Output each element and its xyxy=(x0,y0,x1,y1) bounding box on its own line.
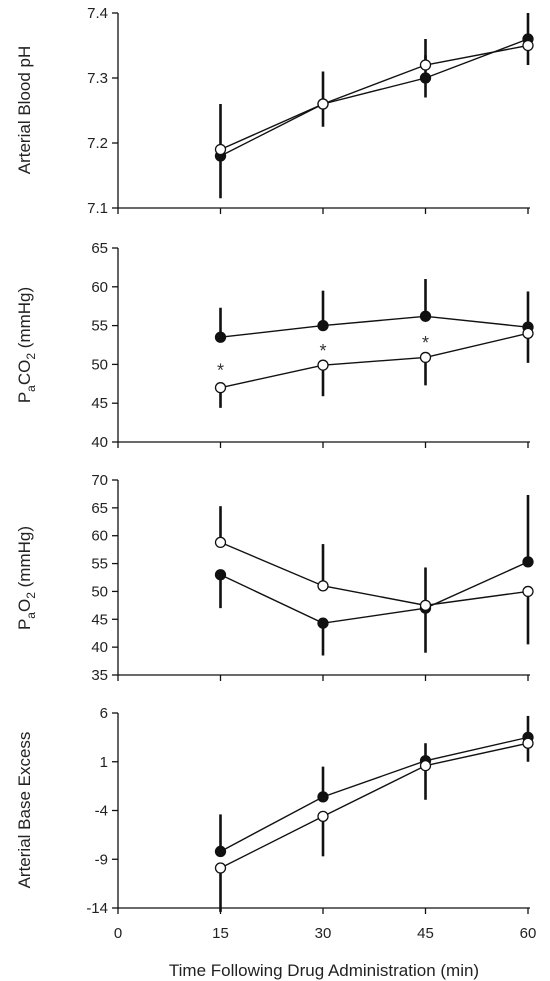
y-tick-label: 60 xyxy=(91,279,108,296)
y-axis-label: Arterial Blood pH xyxy=(15,46,34,175)
y-tick-label: 7.1 xyxy=(87,200,108,217)
data-point-open xyxy=(419,59,432,71)
y-tick-label: -14 xyxy=(86,900,108,917)
series-line-open xyxy=(220,332,529,389)
y-label-part: CO xyxy=(15,360,34,386)
y-tick-label: 45 xyxy=(91,611,108,628)
y-label-part: a xyxy=(24,612,38,619)
panel-paco2: 40 45 50 55 60 65 PaCO2 (mmHg) * * * xyxy=(15,240,534,451)
y-label-part: 2 xyxy=(24,353,38,360)
y-tick-label: -9 xyxy=(95,851,108,868)
y-label-part: (mmHg) xyxy=(15,287,34,353)
data-point-open xyxy=(214,862,227,874)
data-point-open xyxy=(522,585,534,598)
data-point-open xyxy=(214,536,227,549)
y-label-part: 2 xyxy=(24,592,38,599)
data-point-open xyxy=(214,382,227,394)
data-point-filled xyxy=(317,791,329,803)
significance-marker: * xyxy=(422,333,429,353)
y-tick-label: 50 xyxy=(91,583,108,600)
y-axis-label: Arterial Base Excess xyxy=(15,732,34,889)
data-point-open xyxy=(214,143,227,156)
data-point-filled xyxy=(214,331,227,343)
y-axis-label: PaO2 (mmHg) xyxy=(15,526,38,630)
series-line-filled xyxy=(220,38,529,157)
significance-marker: * xyxy=(217,360,224,380)
series-line-filled xyxy=(220,315,529,338)
data-point-open xyxy=(522,39,534,52)
data-point-open xyxy=(317,98,329,110)
y-tick-label: 40 xyxy=(91,639,108,656)
data-point-filled xyxy=(317,617,329,629)
y-axis-label: PaCO2 (mmHg) xyxy=(15,287,38,403)
y-label-part: (mmHg) xyxy=(15,526,34,592)
panel-ph: 7.1 7.2 7.3 7.4 Arterial Blood pH xyxy=(15,5,534,217)
y-tick-label: 50 xyxy=(91,356,108,373)
y-tick-label: 55 xyxy=(91,556,108,573)
data-point-open xyxy=(419,599,432,612)
data-point-filled xyxy=(214,845,227,858)
panel-be: -14 -9 -4 1 6 Arterial Base Excess 0 15 30 45 60 Ti… xyxy=(15,705,536,980)
data-point-open xyxy=(419,351,432,364)
data-point-open xyxy=(522,327,534,340)
y-tick-label: 45 xyxy=(91,395,108,412)
series-line-open xyxy=(220,44,529,151)
data-point-open xyxy=(317,580,329,592)
y-tick-label: 35 xyxy=(91,667,108,684)
y-tick-label: 7.4 xyxy=(87,5,108,22)
x-tick-label: 15 xyxy=(212,925,229,942)
data-point-filled xyxy=(214,569,227,581)
data-point-filled xyxy=(522,556,534,568)
y-tick-label: 65 xyxy=(91,500,108,517)
data-point-filled xyxy=(419,310,432,322)
series-line-filled xyxy=(220,561,529,624)
series-line-filled xyxy=(220,736,529,853)
y-tick-label: 70 xyxy=(91,472,108,489)
data-point-open xyxy=(419,760,432,772)
y-label-part: O xyxy=(15,599,34,612)
y-tick-label: 55 xyxy=(91,318,108,335)
y-tick-label: 65 xyxy=(91,240,108,257)
y-tick-label: -4 xyxy=(95,803,108,820)
y-tick-label: 40 xyxy=(91,434,108,451)
series-line-open xyxy=(220,541,529,607)
significance-marker: * xyxy=(319,341,326,361)
y-tick-label: 60 xyxy=(91,528,108,545)
data-point-filled xyxy=(419,72,432,84)
y-label-part: P xyxy=(15,619,34,630)
y-label-part: P xyxy=(15,392,34,403)
series-line-open xyxy=(220,742,529,869)
data-point-open xyxy=(317,359,329,371)
y-tick-label: 1 xyxy=(100,754,108,771)
y-tick-label: 7.3 xyxy=(87,70,108,87)
x-tick-label: 0 xyxy=(114,925,122,942)
data-point-open xyxy=(522,737,534,749)
y-tick-label: 6 xyxy=(100,705,108,722)
data-point-filled xyxy=(317,319,329,332)
panel-pao2: 35 40 45 50 55 60 65 70 PaO2 (mmHg) xyxy=(15,472,534,684)
y-tick-label: 7.2 xyxy=(87,135,108,152)
x-tick-label: 30 xyxy=(315,925,332,942)
x-tick-label: 45 xyxy=(417,925,434,942)
y-label-part: a xyxy=(24,385,38,392)
x-tick-label: 60 xyxy=(520,925,537,942)
x-axis-label: Time Following Drug Administration (min) xyxy=(169,961,479,980)
data-point-open xyxy=(317,810,329,822)
